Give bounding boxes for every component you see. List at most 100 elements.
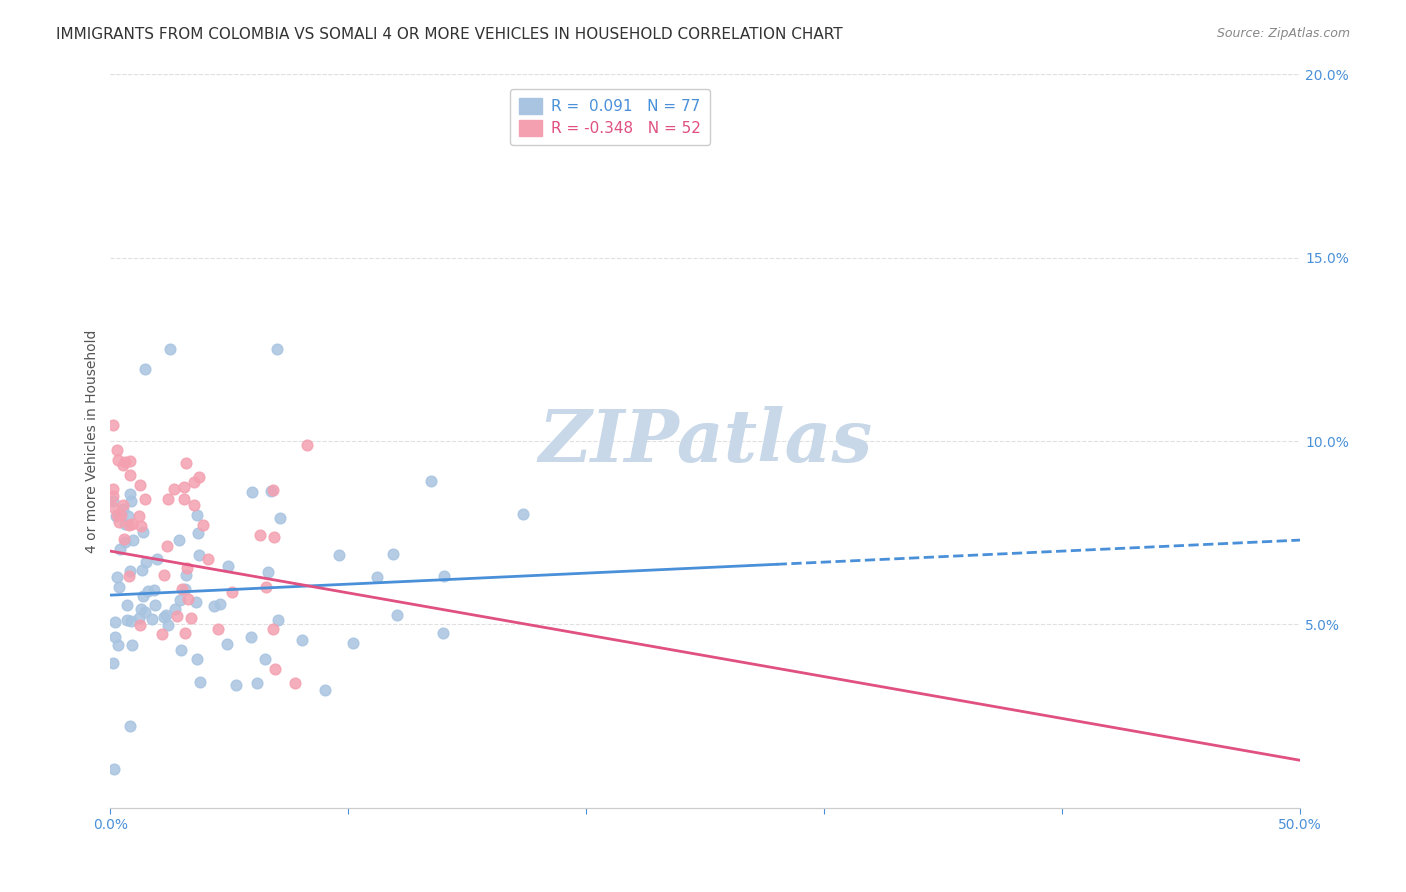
Point bbox=[366, 570, 388, 584]
Point bbox=[129, 478, 152, 492]
Legend: R =  0.091   N = 77, R = -0.348   N = 52: R = 0.091 N = 77, R = -0.348 N = 52 bbox=[510, 89, 710, 145]
Point bbox=[141, 612, 163, 626]
Point bbox=[114, 535, 136, 549]
Point bbox=[254, 581, 277, 595]
Point bbox=[186, 652, 208, 666]
Point bbox=[136, 584, 159, 599]
Point bbox=[262, 622, 284, 636]
Point bbox=[266, 343, 288, 357]
Point bbox=[143, 598, 166, 612]
Point bbox=[103, 482, 125, 496]
Point bbox=[169, 593, 191, 607]
Point bbox=[118, 487, 141, 501]
Point bbox=[173, 479, 195, 493]
Point bbox=[190, 674, 212, 689]
Point bbox=[173, 582, 195, 597]
Point bbox=[432, 626, 454, 640]
Point bbox=[225, 678, 247, 692]
Point bbox=[117, 509, 139, 524]
Point bbox=[132, 525, 155, 540]
Point bbox=[240, 631, 263, 645]
Point bbox=[217, 559, 239, 574]
Point bbox=[188, 470, 211, 484]
Point bbox=[217, 637, 239, 651]
Point bbox=[101, 500, 124, 514]
Point bbox=[114, 517, 136, 532]
Point bbox=[191, 518, 214, 533]
Point bbox=[186, 508, 208, 523]
Point bbox=[174, 456, 197, 470]
Point bbox=[183, 475, 205, 490]
Point bbox=[105, 508, 128, 523]
Point bbox=[105, 443, 128, 458]
Point bbox=[180, 611, 202, 625]
Point bbox=[121, 517, 143, 532]
Point bbox=[101, 656, 124, 670]
Point bbox=[174, 626, 197, 640]
Point bbox=[420, 475, 443, 489]
Point bbox=[269, 511, 291, 525]
Point bbox=[121, 638, 143, 652]
Point bbox=[129, 617, 152, 632]
Y-axis label: 4 or more Vehicles in Household: 4 or more Vehicles in Household bbox=[86, 329, 100, 553]
Point bbox=[167, 533, 190, 548]
Point bbox=[105, 508, 128, 523]
Point bbox=[291, 633, 314, 648]
Point bbox=[128, 611, 150, 625]
Point bbox=[246, 675, 269, 690]
Point bbox=[132, 589, 155, 603]
Point bbox=[118, 569, 141, 583]
Point bbox=[264, 662, 287, 676]
Point bbox=[176, 560, 198, 574]
Point bbox=[118, 454, 141, 468]
Point bbox=[146, 552, 169, 566]
Point bbox=[134, 492, 156, 507]
Point bbox=[104, 631, 127, 645]
Point bbox=[108, 580, 131, 594]
Point bbox=[314, 682, 336, 697]
Point bbox=[105, 570, 128, 584]
Point bbox=[128, 508, 150, 523]
Point bbox=[284, 675, 307, 690]
Point bbox=[249, 528, 271, 542]
Point bbox=[183, 498, 205, 512]
Point bbox=[242, 484, 264, 499]
Point bbox=[121, 494, 143, 508]
Point bbox=[267, 614, 290, 628]
Point bbox=[197, 551, 219, 566]
Point bbox=[184, 595, 207, 609]
Point bbox=[111, 458, 134, 472]
Point bbox=[165, 602, 187, 616]
Point bbox=[170, 643, 193, 657]
Point bbox=[209, 597, 232, 611]
Point bbox=[134, 605, 156, 619]
Point bbox=[260, 483, 283, 498]
Point bbox=[262, 483, 284, 497]
Point bbox=[207, 623, 229, 637]
Text: Source: ZipAtlas.com: Source: ZipAtlas.com bbox=[1216, 27, 1350, 40]
Point bbox=[122, 533, 145, 547]
Point bbox=[101, 494, 124, 508]
Point bbox=[156, 539, 179, 553]
Point bbox=[188, 548, 211, 562]
Point bbox=[433, 569, 456, 583]
Point bbox=[263, 529, 285, 543]
Point bbox=[187, 525, 209, 540]
Point bbox=[134, 362, 156, 376]
Point bbox=[166, 608, 188, 623]
Point bbox=[135, 555, 157, 569]
Point bbox=[221, 584, 243, 599]
Point bbox=[157, 491, 180, 506]
Point bbox=[150, 627, 173, 641]
Point bbox=[159, 343, 181, 357]
Point bbox=[202, 599, 225, 613]
Point bbox=[118, 564, 141, 578]
Point bbox=[297, 438, 319, 452]
Point bbox=[170, 582, 193, 597]
Point bbox=[512, 508, 534, 522]
Point bbox=[155, 607, 177, 622]
Point bbox=[115, 613, 138, 627]
Point bbox=[107, 638, 129, 652]
Point bbox=[328, 549, 350, 563]
Point bbox=[112, 532, 135, 546]
